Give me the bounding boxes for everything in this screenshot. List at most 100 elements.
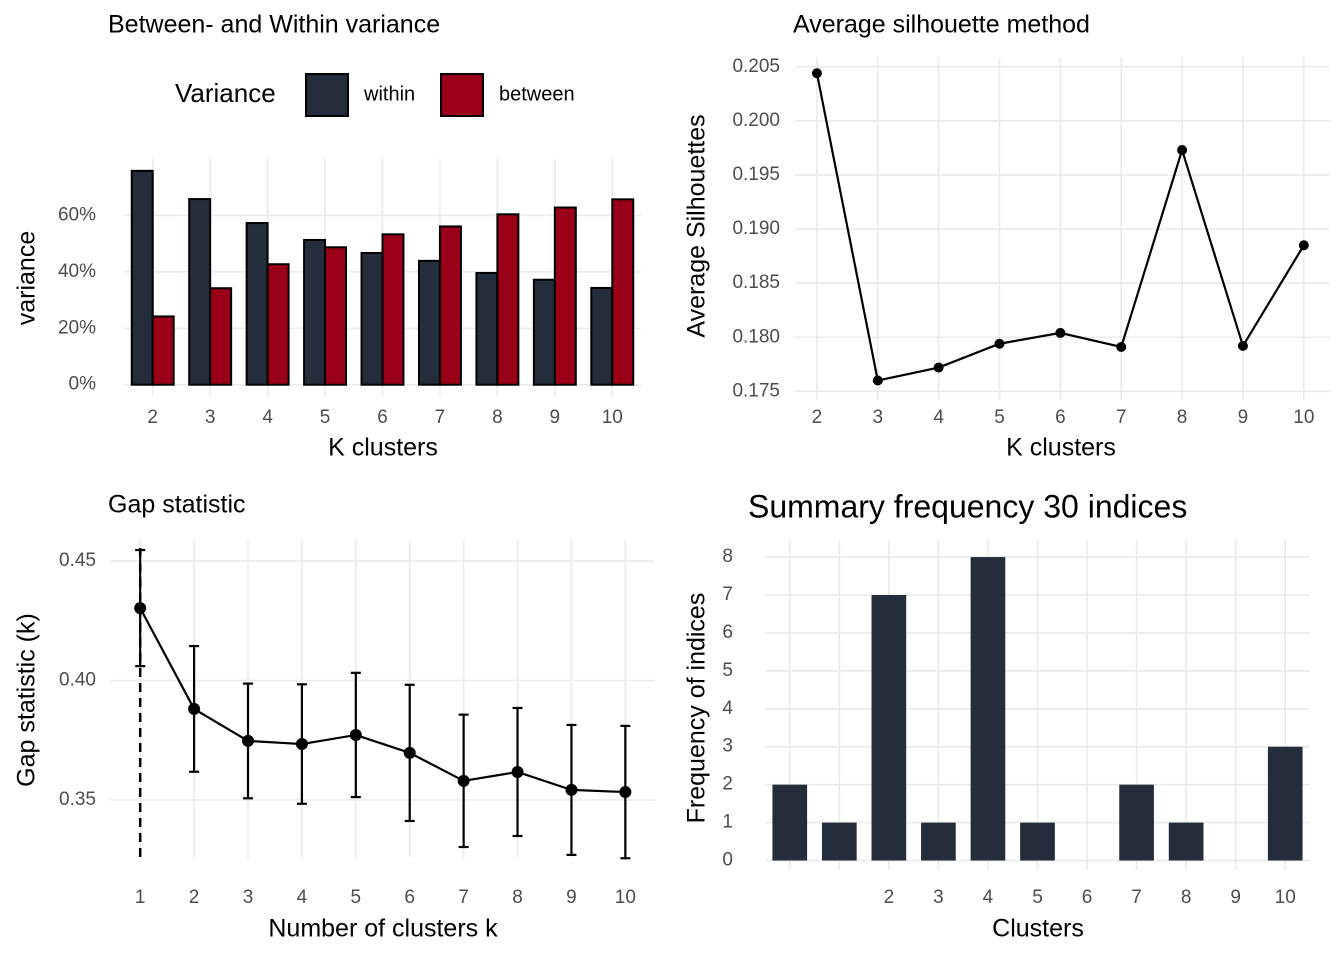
- point: [811, 68, 822, 79]
- y-tick-label: 0.175: [732, 380, 780, 401]
- x-tick-label: 8: [1181, 887, 1192, 908]
- y-tick-label: 5: [722, 660, 733, 681]
- x-tick-label: 8: [1177, 407, 1188, 428]
- chart-title: Gap statistic: [108, 491, 246, 519]
- bar: [970, 557, 1006, 861]
- y-tick-label: 7: [722, 584, 733, 605]
- x-tick-label: 3: [205, 407, 216, 428]
- point: [188, 702, 201, 715]
- x-tick-label: 9: [1238, 407, 1249, 428]
- y-tick-label: 0.180: [732, 326, 780, 347]
- point: [511, 765, 524, 778]
- x-axis-label: K clusters: [1006, 434, 1116, 462]
- x-tick-label: 2: [147, 407, 158, 428]
- bar: [381, 233, 405, 386]
- x-tick-label: 5: [351, 887, 362, 908]
- point: [1177, 145, 1188, 156]
- x-tick-label: 6: [1082, 887, 1093, 908]
- legend-swatch: [305, 73, 349, 117]
- legend-label: between: [499, 83, 575, 105]
- point: [565, 783, 578, 796]
- bar: [438, 225, 462, 386]
- bar: [1020, 822, 1055, 861]
- point: [1116, 341, 1127, 352]
- x-tick-label: 3: [872, 407, 883, 428]
- point: [457, 774, 470, 787]
- y-axis-label: Frequency of indices: [683, 593, 711, 824]
- x-tick-label: 10: [602, 407, 623, 428]
- bar: [188, 198, 212, 386]
- point: [242, 734, 255, 747]
- x-tick-label: 1: [135, 887, 146, 908]
- bar: [209, 287, 233, 386]
- bar: [821, 822, 857, 861]
- bar: [303, 238, 327, 386]
- y-tick-label: 0.200: [732, 110, 780, 131]
- bar: [1119, 784, 1154, 861]
- y-axis-label: Average Silhouettes: [683, 114, 711, 337]
- x-tick-label: 9: [566, 887, 577, 908]
- chart-title: Average silhouette method: [793, 11, 1090, 39]
- bar: [475, 271, 499, 386]
- x-tick-label: 5: [320, 407, 331, 428]
- bar: [151, 315, 175, 386]
- bar: [921, 822, 956, 861]
- legend-title: Variance: [175, 78, 276, 108]
- x-tick-label: 9: [550, 407, 561, 428]
- point: [403, 746, 416, 759]
- bar: [360, 251, 384, 386]
- x-tick-label: 2: [812, 407, 823, 428]
- x-tick-label: 4: [983, 887, 994, 908]
- y-tick-label: 0.185: [732, 272, 780, 293]
- y-tick-label: 8: [722, 546, 733, 567]
- bar: [496, 213, 520, 386]
- y-tick-label: 0.45: [59, 550, 96, 571]
- chart-title: Between- and Within variance: [108, 11, 440, 39]
- x-tick-label: 10: [1275, 887, 1296, 908]
- x-tick-label: 4: [297, 887, 308, 908]
- point: [349, 728, 362, 741]
- point: [1055, 327, 1066, 338]
- point: [872, 375, 883, 386]
- x-tick-label: 7: [458, 887, 469, 908]
- x-tick-label: 4: [933, 407, 944, 428]
- y-tick-label: 60%: [58, 204, 96, 225]
- y-tick-label: 3: [722, 736, 733, 757]
- legend-swatch: [440, 73, 484, 117]
- point: [1298, 240, 1309, 251]
- y-tick-label: 0%: [69, 374, 97, 395]
- chart-title: Summary frequency 30 indices: [748, 488, 1187, 524]
- y-tick-label: 4: [722, 698, 733, 719]
- point: [134, 602, 147, 615]
- bar: [553, 206, 577, 386]
- y-axis-label: variance: [13, 231, 41, 326]
- y-tick-label: 2: [722, 774, 733, 795]
- x-tick-label: 7: [1131, 887, 1142, 908]
- x-tick-label: 6: [377, 407, 388, 428]
- y-tick-label: 1: [722, 812, 733, 833]
- x-tick-label: 2: [189, 887, 200, 908]
- x-tick-label: 5: [994, 407, 1005, 428]
- bar: [266, 263, 290, 386]
- bar: [1168, 822, 1204, 861]
- bar: [417, 259, 441, 386]
- x-tick-label: 4: [262, 407, 273, 428]
- x-tick-label: 6: [1055, 407, 1066, 428]
- x-tick-label: 10: [1293, 407, 1314, 428]
- bar: [772, 784, 808, 861]
- y-tick-label: 0.190: [732, 218, 780, 239]
- bar: [324, 246, 348, 386]
- y-tick-label: 20%: [58, 317, 96, 338]
- x-tick-label: 9: [1230, 887, 1241, 908]
- x-tick-label: 7: [435, 407, 446, 428]
- x-tick-label: 6: [404, 887, 415, 908]
- y-tick-label: 0.195: [732, 164, 780, 185]
- x-tick-label: 3: [933, 887, 944, 908]
- y-axis-label: Gap statistic (k): [13, 613, 41, 787]
- x-axis-label: K clusters: [328, 434, 438, 462]
- x-tick-label: 7: [1116, 407, 1127, 428]
- x-tick-label: 3: [243, 887, 254, 908]
- legend-label: within: [363, 83, 415, 105]
- y-tick-label: 0.40: [59, 669, 96, 690]
